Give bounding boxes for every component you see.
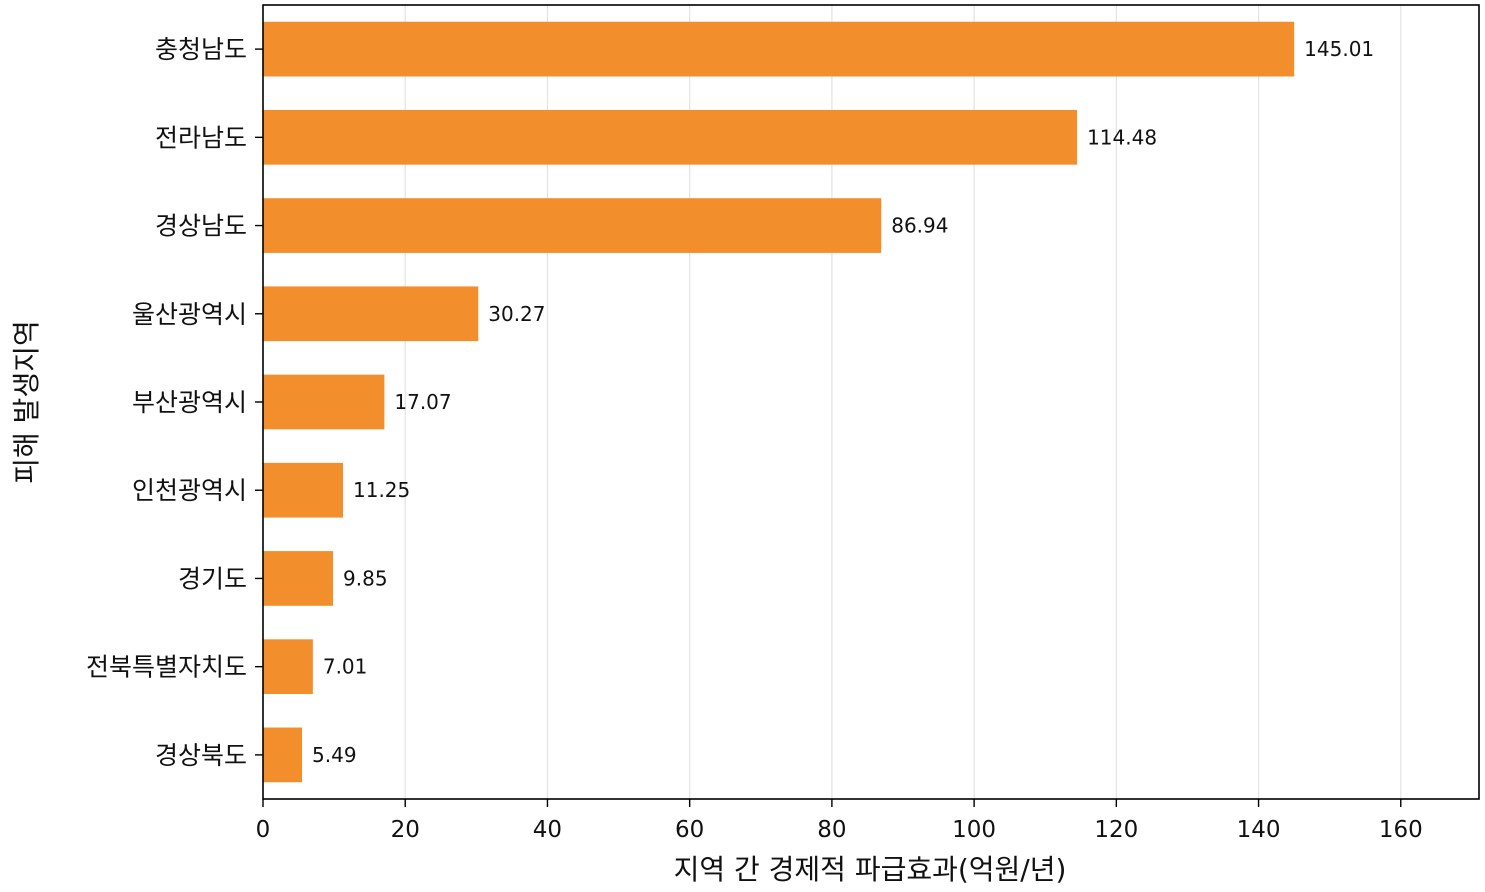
category-label: 경상남도 [155,212,247,241]
value-label: 11.25 [353,478,410,502]
bar [263,374,385,430]
x-tick-label: 160 [1379,817,1423,843]
x-tick-label: 0 [256,817,271,843]
bar [263,462,343,518]
bar [263,551,334,606]
bar [263,109,1078,165]
x-tick-label: 100 [952,817,996,843]
value-label: 5.49 [312,743,357,767]
category-label: 경상북도 [155,741,247,770]
value-label: 86.94 [891,214,948,238]
value-label: 145.01 [1304,37,1374,61]
value-labels: 145.01 114.48 86.94 30.27 17.07 11.25 9.85 7.01… [312,37,1374,767]
category-label: 부산광역시 [132,388,247,417]
bar [263,198,882,253]
x-tick-label: 20 [391,817,420,843]
bars [263,21,1295,783]
bar [263,286,479,342]
bar [263,727,303,783]
bar [263,639,313,695]
x-tick-label: 60 [675,817,704,843]
category-label: 전라남도 [155,123,247,152]
y-axis-title: 피해 발생지역 [10,320,43,483]
value-label: 7.01 [323,655,368,679]
category-label: 경기도 [178,564,247,593]
value-label: 114.48 [1087,125,1157,149]
category-label: 전북특별자치도 [86,653,247,682]
x-axis-title: 지역 간 경제적 파급효과(억원/년) [674,853,1067,886]
plot-frame [262,4,1480,800]
category-label: 인천광역시 [132,476,247,505]
x-tick-label: 80 [817,817,846,843]
category-label: 울산광역시 [132,300,247,329]
x-tick-labels: 0 20 40 60 80 100 120 140 160 [256,799,1423,843]
category-label: 충청남도 [155,35,247,64]
value-label: 30.27 [488,302,545,326]
x-tick-label: 120 [1094,817,1138,843]
bar [263,21,1295,77]
x-tick-label: 40 [533,817,562,843]
x-tick-label: 140 [1237,817,1281,843]
value-label: 9.85 [343,566,388,590]
category-labels: 충청남도전라남도경상남도울산광역시부산광역시인천광역시경기도전북특별자치도경상북… [86,35,263,770]
value-label: 17.07 [394,390,451,414]
